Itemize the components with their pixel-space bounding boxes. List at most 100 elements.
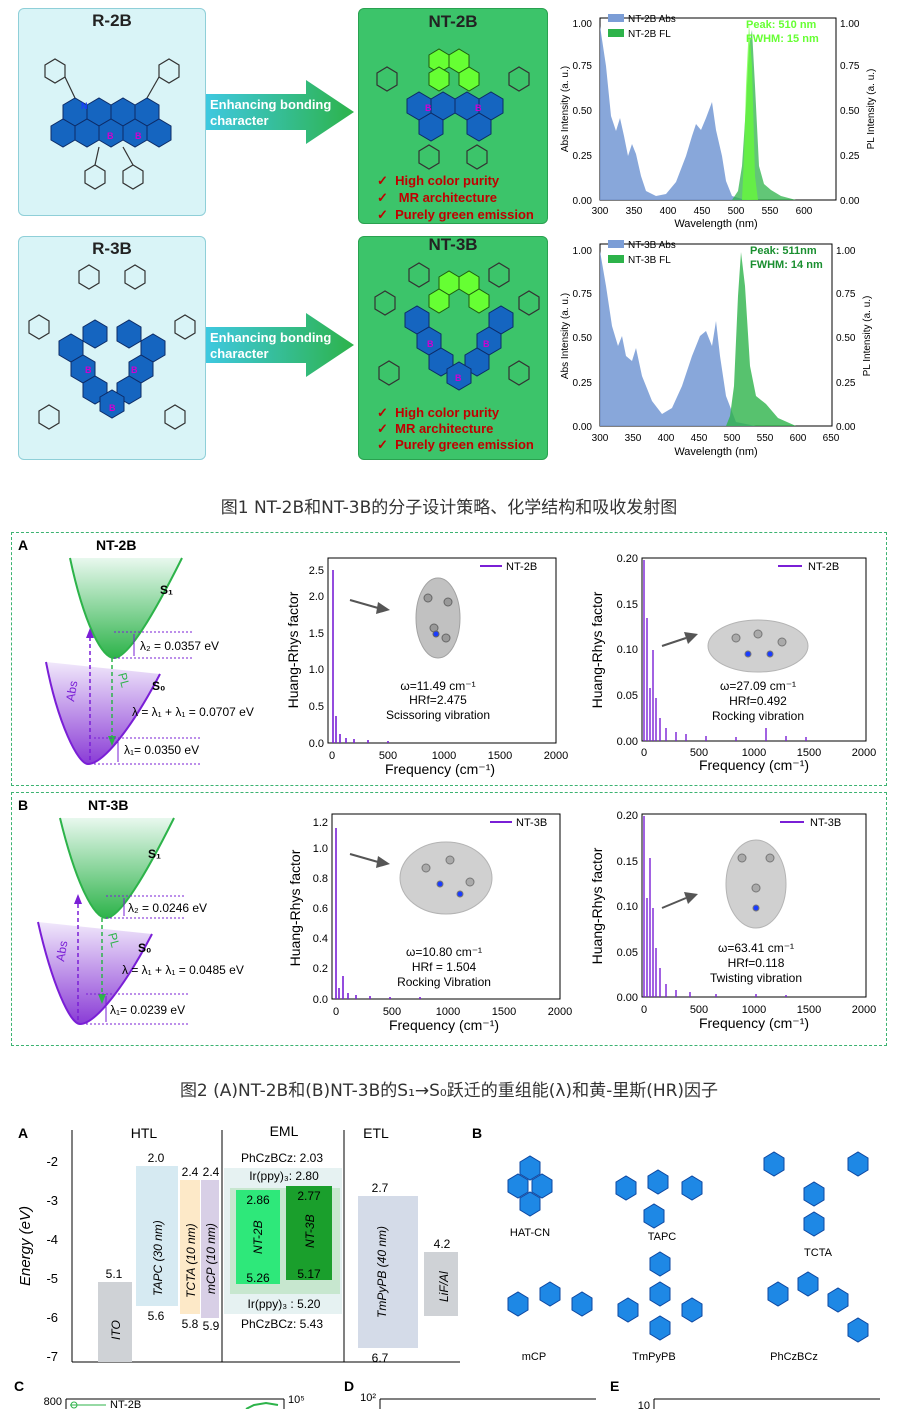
svg-text:Abs Intensity (a. u.): Abs Intensity (a. u.) [560, 66, 571, 152]
hr-chart-nt2b-2: 0.00 0.05 0.10 0.15 0.20 0 500 1000 1500… [589, 553, 876, 773]
svg-text:B: B [109, 403, 116, 413]
r2b-structure: N B B [44, 58, 180, 190]
svg-text:HRf=0.118: HRf=0.118 [728, 956, 785, 970]
svg-text:5.17: 5.17 [297, 1267, 321, 1281]
svg-text:0.00: 0.00 [836, 422, 856, 433]
svg-text:0: 0 [333, 1006, 339, 1018]
svg-text:λ₁= 0.0350 eV: λ₁= 0.0350 eV [124, 743, 199, 757]
svg-text:0.05: 0.05 [617, 690, 638, 702]
svg-text:Huang-Rhys factor: Huang-Rhys factor [589, 847, 605, 964]
fig2-caption: 图2 (A)NT-2B和(B)NT-3B的S₁→S₀跃迁的重组能(λ)和黄-里斯… [179, 1081, 719, 1101]
svg-text:PL Intensity (a. u.): PL Intensity (a. u.) [862, 296, 873, 377]
svg-text:ω=11.49 cm⁻¹: ω=11.49 cm⁻¹ [400, 679, 475, 693]
svg-text:LiF/Al: LiF/Al [437, 1271, 451, 1302]
enhancing-arrow-bottom [206, 313, 354, 377]
svg-text:B: B [135, 131, 142, 141]
svg-text:ω=63.41 cm⁻¹: ω=63.41 cm⁻¹ [718, 941, 794, 955]
svg-text:PhCzBCz: 5.43: PhCzBCz: 5.43 [241, 1317, 323, 1331]
svg-text:0.4: 0.4 [313, 933, 328, 945]
svg-text:0.50: 0.50 [573, 333, 593, 344]
svg-text:0.0: 0.0 [309, 738, 324, 750]
nt3b-panel: NT-3B B B B ✓ High color purit [358, 235, 548, 460]
svg-text:1000: 1000 [436, 1006, 460, 1018]
svg-text:-2: -2 [46, 1154, 58, 1169]
svg-text:Wavelength (nm): Wavelength (nm) [674, 218, 757, 230]
hr-chart-nt3b-2: 0.00 0.05 0.10 0.15 0.20 0 500 1000 1500… [589, 810, 876, 1031]
svg-text:PL: PL [115, 671, 132, 689]
svg-text:1.00: 1.00 [573, 246, 593, 257]
svg-text:B: B [483, 339, 490, 349]
svg-text:2.77: 2.77 [297, 1189, 321, 1203]
svg-text:450: 450 [691, 433, 708, 444]
svg-text:Peak: 511nm: Peak: 511nm [750, 245, 817, 257]
svg-text:Huang-Rhys factor: Huang-Rhys factor [287, 849, 303, 966]
svg-text:NT-3B: NT-3B [516, 817, 547, 829]
nt2b-structure: B B [376, 48, 530, 170]
svg-text:NT-2B: NT-2B [110, 1399, 141, 1409]
svg-text:-5: -5 [46, 1271, 58, 1286]
svg-text:500: 500 [724, 433, 741, 444]
svg-text:2000: 2000 [852, 1004, 876, 1016]
svg-text:Peak: 510 nm: Peak: 510 nm [746, 19, 817, 31]
svg-text:FWHM: 14 nm: FWHM: 14 nm [750, 259, 823, 271]
svg-text:0.75: 0.75 [573, 289, 593, 300]
svg-text:450: 450 [694, 206, 711, 217]
nt3b-feature-2: ✓ MR architecture [377, 421, 494, 436]
panel-c-partial: C 800 NT-2B 10⁵ [14, 1378, 305, 1409]
svg-text:Abs: Abs [53, 940, 70, 963]
svg-text:HTL: HTL [131, 1125, 158, 1141]
svg-text:Scissoring vibration: Scissoring vibration [386, 708, 490, 722]
svg-text:Wavelength (nm): Wavelength (nm) [674, 446, 757, 458]
nt2b-feature-1: ✓ High color purity [377, 173, 500, 188]
r3b-title: R-3B [92, 239, 132, 258]
svg-text:500: 500 [690, 747, 708, 759]
svg-text:0.50: 0.50 [840, 106, 860, 117]
svg-text:Huang-Rhys factor: Huang-Rhys factor [285, 591, 301, 708]
svg-text:HRf=0.492: HRf=0.492 [729, 694, 787, 708]
svg-text:λ = λ₁ + λ₁ = 0.0485 eV: λ = λ₁ + λ₁ = 0.0485 eV [122, 963, 244, 977]
svg-text:TCTA (10 nm): TCTA (10 nm) [184, 1223, 198, 1298]
svg-text:mCP: mCP [522, 1351, 546, 1363]
nt3b-title: NT-3B [428, 235, 478, 254]
svg-text:800: 800 [44, 1396, 62, 1408]
svg-text:TAPC (30 nm): TAPC (30 nm) [151, 1220, 165, 1296]
svg-text:λ₁= 0.0239 eV: λ₁= 0.0239 eV [110, 1003, 185, 1017]
svg-text:S₀: S₀ [152, 679, 165, 693]
svg-text:NT-2B: NT-2B [506, 561, 537, 573]
svg-text:5.9: 5.9 [203, 1319, 220, 1333]
svg-text:PL: PL [105, 931, 122, 949]
svg-text:0.10: 0.10 [617, 644, 638, 656]
svg-text:2.7: 2.7 [372, 1181, 389, 1195]
svg-text:-7: -7 [46, 1349, 58, 1364]
svg-text:550: 550 [757, 433, 774, 444]
svg-text:0.05: 0.05 [617, 947, 638, 959]
svg-text:0.00: 0.00 [617, 736, 638, 748]
svg-text:2.4: 2.4 [203, 1165, 220, 1179]
svg-text:Frequency (cm⁻¹): Frequency (cm⁻¹) [389, 1017, 499, 1033]
svg-text:1.0: 1.0 [313, 843, 328, 855]
svg-text:0.00: 0.00 [573, 196, 593, 207]
svg-text:NT-2B Abs: NT-2B Abs [628, 14, 676, 25]
nt3b-feature-1: ✓ High color purity [377, 405, 500, 420]
svg-text:4.2: 4.2 [434, 1237, 451, 1251]
svg-text:B: B [107, 131, 114, 141]
svg-text:Energy (eV): Energy (eV) [17, 1206, 34, 1286]
svg-text:500: 500 [379, 750, 397, 762]
svg-text:D: D [344, 1378, 354, 1394]
svg-text:0: 0 [329, 750, 335, 762]
svg-text:NT-2B: NT-2B [808, 561, 839, 573]
svg-text:1.00: 1.00 [573, 19, 593, 30]
svg-text:B: B [131, 365, 138, 375]
svg-text:1000: 1000 [432, 750, 456, 762]
svg-text:ω=10.80 cm⁻¹: ω=10.80 cm⁻¹ [406, 945, 482, 959]
svg-text:2000: 2000 [852, 747, 876, 759]
svg-text:B: B [475, 103, 482, 113]
svg-text:0.25: 0.25 [573, 151, 593, 162]
svg-text:2.0: 2.0 [148, 1151, 165, 1165]
svg-text:0: 0 [641, 747, 647, 759]
nt2b-potential-diagram: A NT-2B S₁ S₀ Abs PL λ₂ = 0.0357 eV λ = … [18, 537, 254, 766]
svg-text:1000: 1000 [742, 747, 766, 759]
transport-molecules: B HAT-CN TAPC TCTA mCP TmPyPB Ph [472, 1125, 869, 1363]
layer-tapc [136, 1166, 178, 1306]
svg-text:0.00: 0.00 [617, 992, 638, 1004]
